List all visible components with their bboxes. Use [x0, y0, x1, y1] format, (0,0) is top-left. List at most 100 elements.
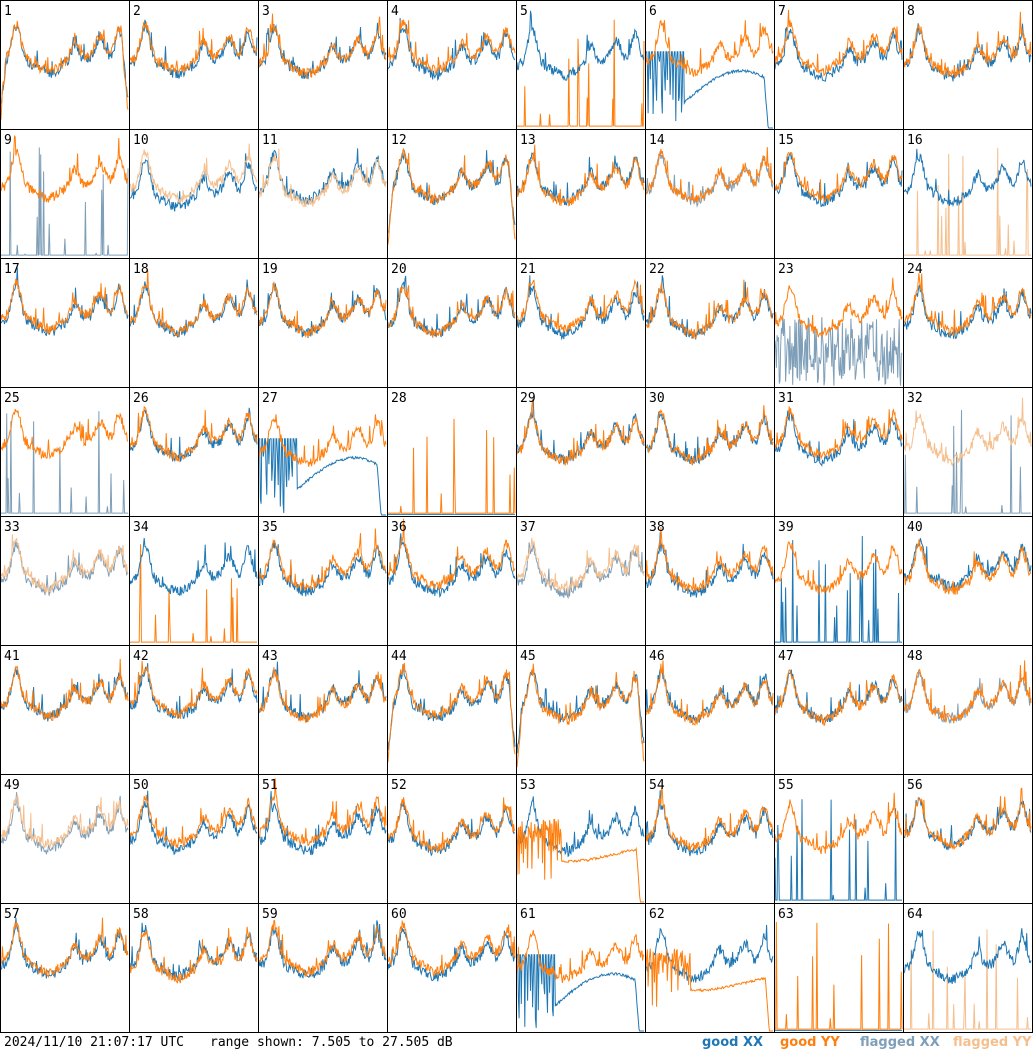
panel-2-yy-line: [129, 21, 258, 75]
panel-60: 60: [387, 903, 517, 1033]
panel-64: 64: [903, 903, 1033, 1033]
panel-7-frame: [774, 0, 904, 130]
panel-14-label: 14: [649, 133, 665, 148]
panel-48-yy-line: [903, 660, 1032, 723]
panel-6-xx-line: [646, 51, 773, 129]
panel-30-yy-line: [645, 405, 774, 466]
panel-25: 25: [0, 387, 130, 517]
panel-36-yy-line: [387, 518, 516, 591]
panel-61-label: 61: [520, 907, 536, 922]
panel-6-yy-line: [645, 19, 774, 77]
panel-3-yy-line: [258, 13, 387, 79]
panel-63-label: 63: [778, 907, 794, 922]
panel-7-yy-line: [774, 9, 903, 77]
panel-13-xx-line: [516, 152, 645, 206]
panel-16-xx-line: [903, 148, 1032, 207]
panel-47: 47: [774, 645, 904, 775]
panel-13-label: 13: [520, 133, 536, 148]
panel-27-yy-line: [258, 414, 387, 467]
panel-55: 55: [774, 774, 904, 904]
panel-51-xx-line: [258, 791, 387, 856]
panel-57: 57: [0, 903, 130, 1033]
panel-4-yy-line: [387, 19, 516, 74]
panel-43-label: 43: [262, 649, 278, 664]
panel-33: 33: [0, 516, 130, 646]
panel-12: 12: [387, 129, 517, 259]
panel-41: 41: [0, 645, 130, 775]
panel-47-yy-line: [774, 669, 902, 726]
panel-64-frame: [903, 903, 1033, 1033]
panel-38-xx-line: [645, 532, 774, 598]
panel-32-xx-line: [904, 410, 1031, 514]
panel-30: 30: [645, 387, 775, 517]
panel-31-label: 31: [778, 391, 794, 406]
panel-35: 35: [258, 516, 388, 646]
panel-46: 46: [645, 645, 775, 775]
panel-6: 6: [645, 0, 775, 130]
legend-flagged-xx: flagged XX: [860, 1035, 940, 1050]
panel-51-frame: [258, 774, 388, 904]
range-label: range shown: 7.505 to 27.505 dB: [210, 1035, 453, 1050]
panel-52: 52: [387, 774, 517, 904]
panel-40-label: 40: [907, 520, 923, 535]
panel-6-label: 6: [649, 4, 657, 19]
panel-37: 37: [516, 516, 646, 646]
panel-4-frame: [387, 0, 517, 130]
panel-55-xx-line: [774, 799, 902, 901]
panel-35-label: 35: [262, 520, 278, 535]
panel-27-label: 27: [262, 391, 278, 406]
panel-16: 16: [903, 129, 1033, 259]
panel-44-yy-line: [387, 662, 516, 763]
panel-50-label: 50: [133, 778, 149, 793]
panel-17-label: 17: [4, 262, 20, 277]
panel-18-xx-line: [129, 279, 258, 338]
panel-39-xx-line: [775, 535, 902, 643]
panel-49-label: 49: [4, 778, 20, 793]
panel-56-yy-line: [903, 787, 1032, 851]
panel-1-yy-line: [0, 20, 129, 120]
panel-62-xx-line: [645, 924, 774, 983]
panel-31-frame: [774, 387, 904, 517]
panel-55-yy-line: [774, 792, 903, 855]
panel-53: 53: [516, 774, 646, 904]
panel-50: 50: [129, 774, 259, 904]
panel-41-yy-line: [0, 658, 129, 722]
panel-15-yy-line: [774, 151, 903, 203]
panel-30-xx-line: [645, 411, 774, 466]
panel-9: 9: [0, 129, 130, 259]
panel-10-yy-line: [129, 143, 258, 204]
panel-53-label: 53: [520, 778, 536, 793]
panel-3-xx-line: [258, 22, 387, 80]
panel-53-frame: [516, 774, 646, 904]
panel-52-label: 52: [391, 778, 407, 793]
panel-3-label: 3: [262, 4, 270, 19]
panel-5-xx-line: [516, 10, 645, 81]
panel-22: 22: [645, 258, 775, 388]
panel-15-label: 15: [778, 133, 794, 148]
panel-16-label: 16: [907, 133, 923, 148]
panel-7: 7: [774, 0, 904, 130]
panel-63: 63: [774, 903, 904, 1033]
panel-54-yy-line: [645, 787, 774, 852]
panel-25-label: 25: [4, 391, 20, 406]
panel-20-yy-line: [387, 285, 516, 338]
panel-37-xx-line: [516, 542, 645, 600]
panel-56: 56: [903, 774, 1033, 904]
panel-16-yy-line: [904, 147, 1031, 256]
panel-33-label: 33: [4, 520, 20, 535]
panel-60-xx-line: [387, 927, 515, 982]
panel-51-yy-line: [258, 778, 387, 847]
panel-24-yy-line: [903, 273, 1032, 337]
panel-40: 40: [903, 516, 1033, 646]
panel-20-label: 20: [391, 262, 407, 277]
panel-35-yy-line: [258, 528, 387, 591]
panel-37-label: 37: [520, 520, 536, 535]
panel-45-yy-line: [516, 663, 645, 768]
panel-46-label: 46: [649, 649, 665, 664]
panel-46-xx-line: [645, 665, 774, 723]
panel-2-label: 2: [133, 4, 141, 19]
panel-23-yy-line: [774, 277, 903, 338]
panel-33-yy-line: [0, 534, 129, 595]
panel-8-label: 8: [907, 4, 915, 19]
